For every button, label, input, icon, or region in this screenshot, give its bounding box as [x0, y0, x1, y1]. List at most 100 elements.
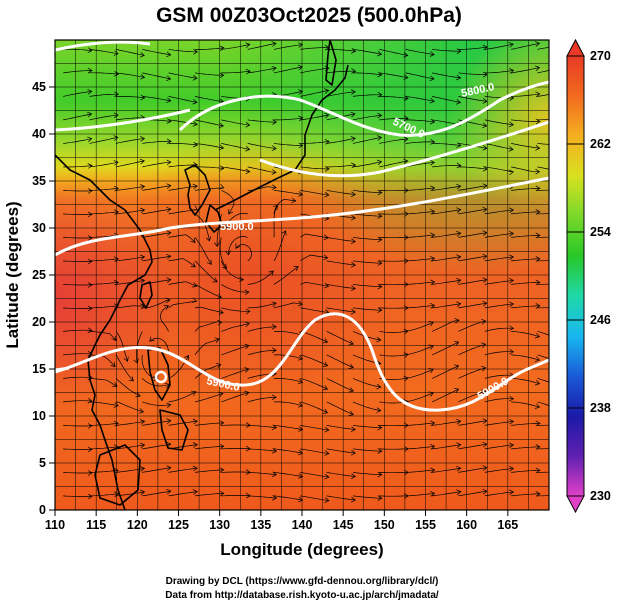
streamline: [115, 378, 141, 397]
streamline: [511, 305, 540, 309]
streamline: [458, 72, 488, 75]
streamline: [142, 72, 171, 80]
contour-5600: [55, 40, 151, 52]
streamline-arrowhead: [322, 408, 329, 414]
streamline-arrowhead: [271, 394, 277, 401]
streamline: [63, 425, 93, 427]
streamline-arrowhead: [166, 51, 172, 58]
streamline: [63, 400, 93, 403]
streamline-arrowhead: [348, 387, 354, 393]
streamline-arrowhead: [166, 277, 172, 283]
streamline-arrowhead: [509, 348, 515, 355]
streamline: [63, 495, 93, 497]
streamline-arrowhead: [291, 197, 297, 204]
y-tick-label: 0: [39, 503, 46, 517]
streamline-arrowhead: [430, 255, 436, 262]
streamline: [352, 49, 382, 55]
streamline-arrowhead: [192, 99, 198, 105]
streamline: [115, 401, 144, 413]
streamline-arrowhead: [271, 324, 277, 330]
streamline: [247, 349, 277, 356]
streamline-arrowhead: [377, 213, 383, 219]
streamline-arrowhead: [508, 121, 514, 128]
contour-5900-south: [55, 312, 549, 412]
streamline-arrowhead: [535, 491, 541, 497]
streamline-arrowhead: [482, 145, 488, 151]
streamline: [326, 164, 356, 168]
streamline-arrowhead: [113, 135, 119, 141]
streamline-arrowhead: [298, 473, 304, 479]
streamline: [89, 114, 119, 121]
streamline-arrowhead: [430, 467, 436, 474]
streamline-arrowhead: [135, 392, 141, 398]
streamline: [326, 190, 356, 195]
streamline: [537, 118, 549, 121]
streamline: [89, 446, 119, 450]
streamline: [352, 260, 382, 264]
streamline-arrowhead: [561, 408, 566, 413]
streamline: [326, 284, 356, 289]
streamline: [537, 213, 549, 215]
streamline-arrowhead: [350, 308, 356, 315]
streamline-arrowhead: [535, 91, 541, 98]
y-axis: 0 5 10 15 20 25 30 35 40 45: [32, 80, 55, 517]
streamline-arrowhead: [114, 91, 119, 97]
streamline: [511, 166, 540, 173]
streamline-arrowhead: [509, 325, 515, 331]
streamline-arrowhead: [191, 390, 197, 396]
streamline: [300, 233, 329, 239]
streamline: [89, 331, 117, 341]
streamline-arrowhead: [245, 168, 251, 175]
streamline: [89, 422, 119, 426]
streamline: [168, 143, 198, 146]
streamline: [274, 401, 303, 407]
streamline-arrowhead: [298, 115, 304, 122]
coastline-japan: [214, 64, 349, 211]
streamline: [405, 141, 435, 144]
streamline-arrowhead: [350, 426, 356, 433]
streamline: [352, 401, 381, 411]
streamline-arrowhead: [350, 191, 356, 198]
streamline-arrowhead: [166, 75, 172, 82]
streamline: [326, 472, 356, 477]
streamline-arrowhead: [225, 250, 231, 256]
streamline: [115, 72, 145, 78]
streamline: [63, 472, 93, 474]
streamline: [326, 401, 354, 416]
streamline: [63, 113, 92, 121]
streamline: [168, 49, 198, 53]
streamline: [273, 143, 303, 146]
streamline-arrowhead: [192, 75, 198, 81]
streamline: [247, 67, 277, 74]
streamline: [537, 189, 549, 191]
streamline-arrowhead: [190, 262, 196, 268]
streamline-arrowhead: [535, 145, 541, 151]
streamline-arrowhead: [456, 465, 462, 472]
streamline: [458, 443, 487, 450]
streamline: [326, 70, 356, 74]
streamline-arrowhead: [219, 72, 225, 79]
streamline-arrowhead: [87, 327, 93, 334]
streamline-arrowhead: [535, 256, 541, 262]
streamline: [274, 117, 303, 121]
streamline: [63, 70, 92, 74]
streamline-arrowhead: [430, 302, 436, 309]
streamline-arrowhead: [192, 141, 199, 148]
streamline-arrowhead: [561, 337, 566, 342]
streamline: [405, 304, 435, 309]
streamline-arrowhead: [482, 206, 488, 213]
streamline-arrowhead: [377, 112, 383, 119]
coastline-asia-mainland: [55, 154, 153, 510]
streamline: [89, 72, 119, 75]
plot-area: 5900.0 5900.0 5900.0 5700.0 5800.0: [55, 40, 566, 510]
streamline-arrowhead: [113, 420, 119, 427]
streamline: [235, 244, 252, 262]
streamline-arrowhead: [193, 49, 198, 55]
streamline: [326, 307, 356, 313]
streamline: [511, 493, 540, 497]
streamline: [195, 47, 224, 50]
streamline: [484, 70, 514, 74]
streamline: [63, 329, 93, 332]
coastline-kyushu: [205, 204, 223, 233]
